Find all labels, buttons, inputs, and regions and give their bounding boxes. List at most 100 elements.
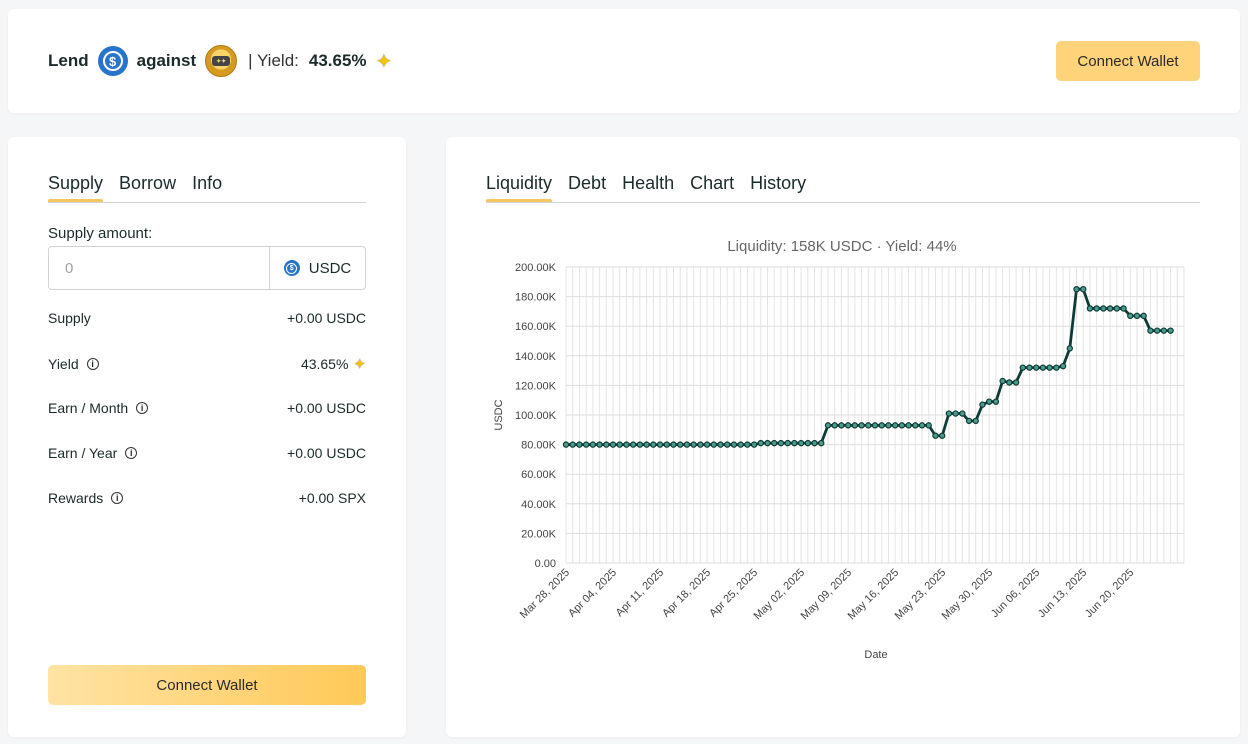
data-point[interactable] — [703, 441, 711, 448]
data-point[interactable] — [650, 441, 657, 448]
data-point[interactable] — [885, 422, 892, 429]
data-point[interactable] — [1080, 285, 1087, 293]
data-point[interactable] — [1100, 305, 1107, 312]
data-point[interactable] — [1086, 305, 1094, 312]
data-point[interactable] — [891, 422, 899, 429]
data-point[interactable] — [636, 441, 644, 448]
data-point[interactable] — [603, 441, 610, 448]
data-point[interactable] — [972, 417, 979, 425]
tab-health[interactable]: Health — [622, 173, 675, 193]
data-point[interactable] — [797, 439, 805, 447]
data-point[interactable] — [1059, 362, 1067, 370]
data-point[interactable] — [730, 441, 738, 448]
data-point[interactable] — [979, 401, 986, 408]
data-point[interactable] — [717, 441, 724, 448]
data-point[interactable] — [844, 422, 852, 429]
data-point[interactable] — [1046, 364, 1053, 371]
data-point[interactable] — [1106, 305, 1114, 312]
data-point[interactable] — [952, 410, 959, 417]
data-point[interactable] — [878, 422, 885, 429]
data-point[interactable] — [1053, 364, 1060, 371]
data-point[interactable] — [1066, 345, 1074, 352]
data-point[interactable] — [871, 422, 879, 429]
data-point[interactable] — [804, 439, 812, 447]
data-point[interactable] — [851, 422, 859, 429]
data-point[interactable] — [569, 441, 576, 448]
data-point[interactable] — [764, 439, 771, 447]
data-point[interactable] — [576, 441, 583, 448]
data-point[interactable] — [1140, 312, 1147, 320]
data-point[interactable] — [757, 439, 765, 447]
data-point[interactable] — [905, 422, 912, 429]
data-point[interactable] — [1093, 305, 1100, 312]
supply-amount-input[interactable] — [49, 247, 269, 289]
data-point[interactable] — [1039, 364, 1047, 371]
data-point[interactable] — [1026, 364, 1033, 371]
data-point[interactable] — [1012, 379, 1020, 386]
data-point[interactable] — [1033, 364, 1040, 371]
tab-borrow[interactable]: Borrow — [119, 173, 177, 193]
data-point[interactable] — [938, 432, 946, 439]
data-point[interactable] — [824, 422, 832, 429]
tab-info[interactable]: Info — [192, 173, 223, 193]
data-point[interactable] — [771, 439, 778, 447]
data-point[interactable] — [676, 441, 684, 448]
data-point[interactable] — [1113, 305, 1121, 312]
info-icon[interactable]: i — [111, 492, 124, 504]
data-point[interactable] — [992, 398, 1000, 405]
data-point[interactable] — [744, 441, 751, 448]
data-point[interactable] — [1167, 327, 1174, 334]
token-selector[interactable]: $ USDC — [269, 247, 365, 289]
info-icon[interactable]: i — [125, 447, 138, 459]
data-point[interactable] — [690, 441, 697, 448]
data-point[interactable] — [670, 441, 677, 448]
data-point[interactable] — [609, 441, 617, 448]
data-point[interactable] — [932, 432, 939, 439]
data-point[interactable] — [925, 422, 932, 429]
data-point[interactable] — [777, 439, 785, 447]
tab-debt[interactable]: Debt — [568, 173, 607, 193]
data-point[interactable] — [589, 441, 597, 448]
data-point[interactable] — [582, 441, 590, 448]
data-point[interactable] — [1006, 379, 1013, 386]
data-point[interactable] — [898, 422, 906, 429]
data-point[interactable] — [683, 441, 691, 448]
data-point[interactable] — [818, 439, 825, 447]
data-point[interactable] — [697, 441, 704, 448]
data-point[interactable] — [999, 377, 1006, 385]
data-point[interactable] — [737, 441, 744, 448]
data-point[interactable] — [1120, 305, 1127, 312]
data-point[interactable] — [750, 441, 758, 448]
data-point[interactable] — [918, 422, 926, 429]
data-point[interactable] — [656, 441, 664, 448]
data-point[interactable] — [791, 439, 798, 447]
data-point[interactable] — [811, 439, 818, 447]
info-icon[interactable]: i — [86, 358, 99, 370]
tab-history[interactable]: History — [750, 173, 807, 193]
data-point[interactable] — [724, 441, 731, 448]
data-point[interactable] — [959, 410, 966, 417]
data-point[interactable] — [616, 441, 623, 448]
data-point[interactable] — [1153, 327, 1161, 334]
data-point[interactable] — [623, 441, 630, 448]
tab-chart[interactable]: Chart — [690, 173, 735, 193]
data-point[interactable] — [562, 441, 570, 448]
data-point[interactable] — [838, 422, 845, 429]
data-point[interactable] — [912, 422, 919, 429]
data-point[interactable] — [663, 441, 670, 448]
data-point[interactable] — [710, 441, 717, 448]
tab-liquidity[interactable]: Liquidity — [486, 173, 553, 203]
data-point[interactable] — [945, 410, 953, 417]
data-point[interactable] — [784, 439, 791, 447]
info-icon[interactable]: i — [136, 402, 149, 414]
connect-wallet-submit-button[interactable]: Connect Wallet — [48, 665, 366, 705]
data-point[interactable] — [629, 441, 637, 448]
data-point[interactable] — [1073, 285, 1080, 293]
data-point[interactable] — [831, 422, 838, 429]
data-point[interactable] — [1147, 327, 1154, 334]
data-point[interactable] — [1160, 327, 1168, 334]
data-point[interactable] — [596, 441, 603, 448]
tab-supply[interactable]: Supply — [48, 173, 104, 203]
data-point[interactable] — [1127, 312, 1134, 320]
connect-wallet-button[interactable]: Connect Wallet — [1056, 41, 1200, 81]
